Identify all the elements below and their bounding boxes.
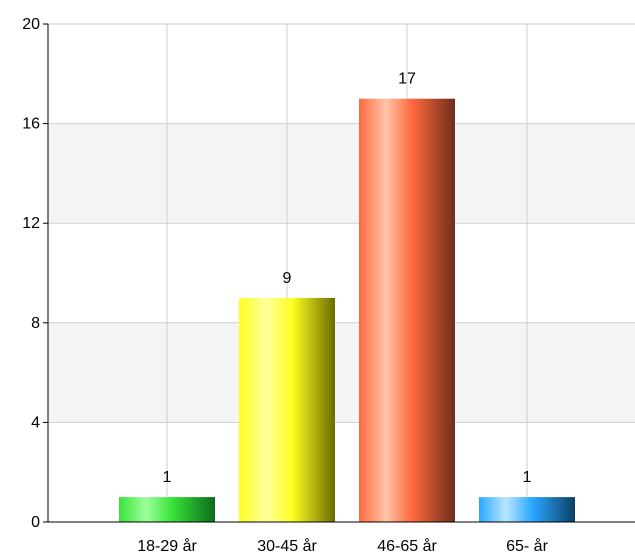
y-tick-label: 8 [31,315,40,332]
y-tick-label: 4 [31,414,40,431]
bar [359,98,455,522]
x-tick-label: 18-29 år [137,537,197,555]
axes [47,24,635,523]
y-tick-label: 16 [22,116,40,133]
data-labels: 1 9 17 1 [163,71,532,486]
x-tick-label: 46-65 år [377,537,437,555]
gridlines [48,23,635,522]
plot-background-bands [48,123,635,423]
y-axis-ticks: 0 4 8 12 16 20 [22,16,48,531]
x-tick-label: 65- år [506,537,548,555]
y-tick-label: 12 [22,215,40,232]
bar [239,297,335,522]
bar [479,497,575,522]
bar-value-label: 1 [163,469,172,486]
plot-band [48,322,635,423]
plot-band [48,123,635,224]
bar-value-label: 17 [398,71,416,88]
bars [119,98,575,522]
bar-value-label: 1 [523,469,532,486]
y-tick-label: 0 [31,514,40,531]
bar-value-label: 9 [283,270,292,287]
x-axis-ticks: 18-29 år 30-45 år 46-65 år 65- år [137,537,548,555]
bar [119,497,215,522]
y-tick-label: 20 [22,16,40,33]
x-tick-label: 30-45 år [257,537,317,555]
